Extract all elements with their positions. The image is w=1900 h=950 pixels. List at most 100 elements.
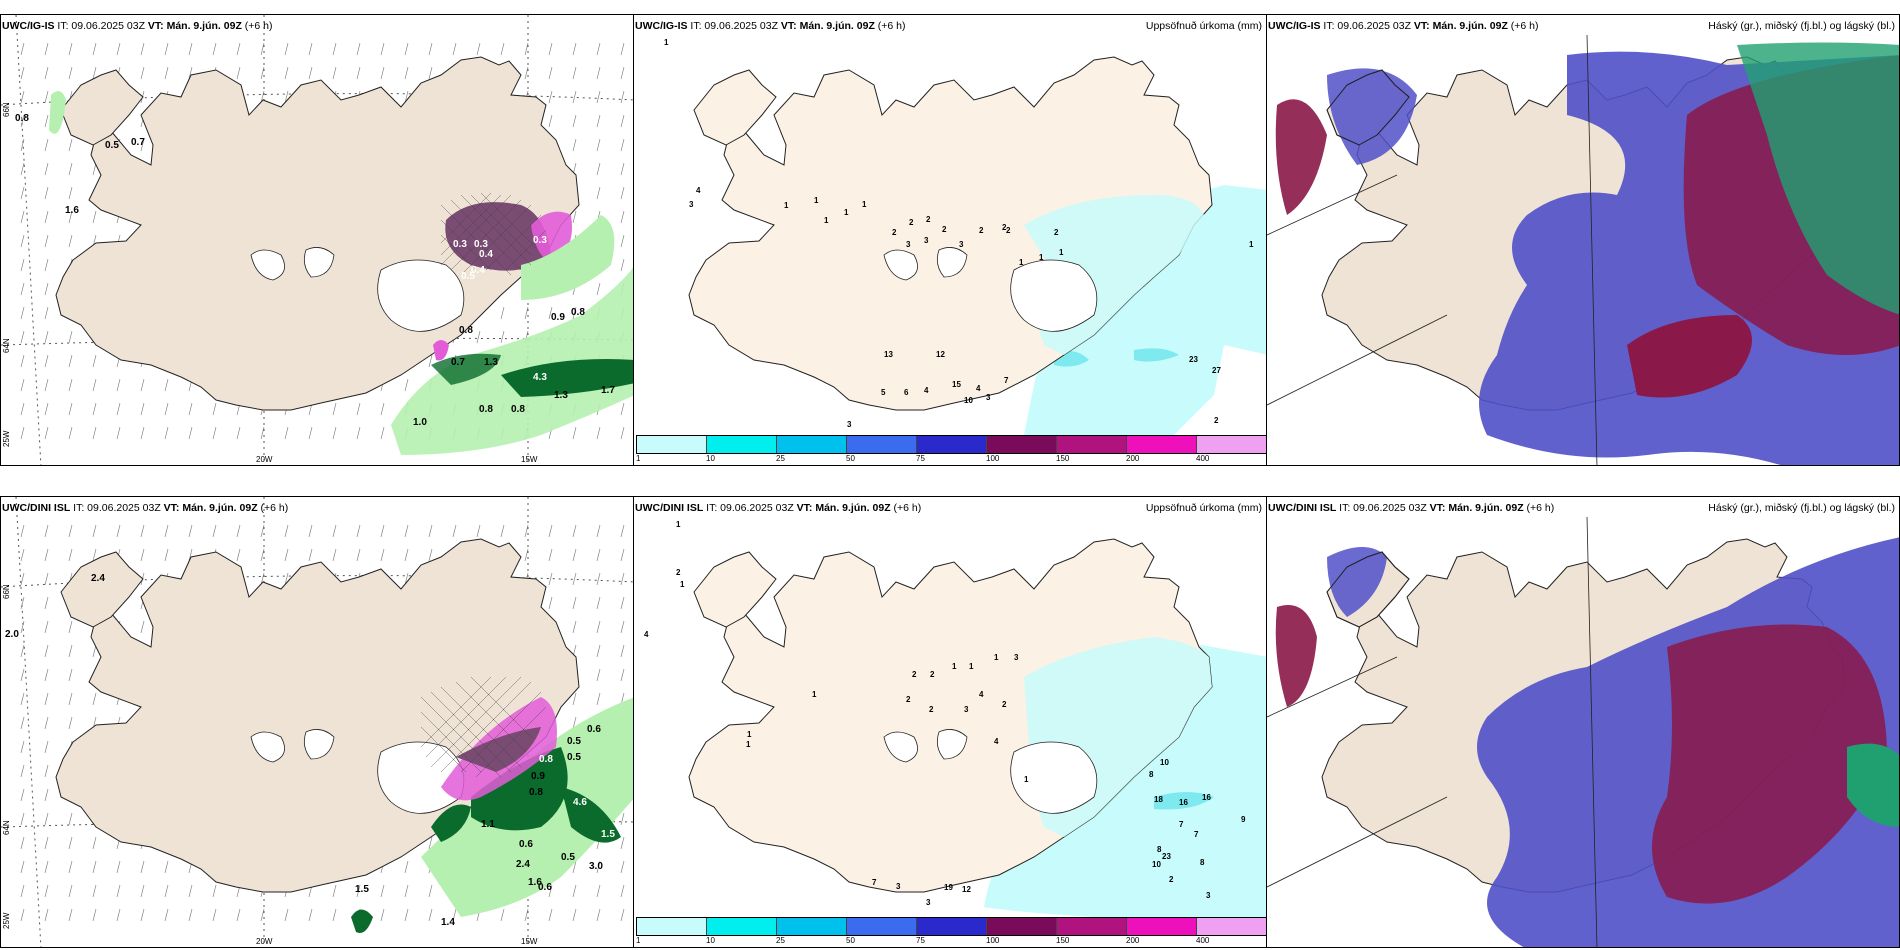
colorbar-box (1057, 918, 1127, 935)
panel-cloud-bottom: UWC/DINI ISL IT: 09.06.2025 03Z VT: Mán.… (1266, 496, 1900, 948)
wind-barb (500, 330, 505, 344)
wind-barb (428, 42, 433, 56)
wind-barb (20, 572, 25, 586)
wind-barb (428, 908, 433, 922)
wind-barb (572, 596, 577, 610)
wind-barb (620, 908, 625, 922)
wind-barb (548, 524, 553, 538)
wind-barb (20, 860, 25, 874)
precip-label: 1 (1039, 253, 1044, 262)
wind-barb (332, 402, 337, 416)
wind-barb (404, 860, 409, 874)
wind-barb (20, 138, 25, 152)
wind-barb (260, 908, 265, 922)
precip-label: 3 (847, 420, 852, 429)
wind-barb (620, 186, 625, 200)
precip-label: 1 (664, 38, 669, 47)
wind-barb (44, 740, 49, 754)
wind-barb (332, 66, 337, 80)
wind-barb (44, 378, 49, 392)
wind-barb (44, 66, 49, 80)
wind-barb (116, 860, 121, 874)
wind-barb (620, 234, 625, 248)
wind-barb (44, 860, 49, 874)
wind-barb (308, 42, 313, 56)
lon-label: 20W (256, 937, 273, 946)
precip-label: 3 (1206, 891, 1211, 900)
wind-barb (404, 42, 409, 56)
wind-barb (524, 548, 529, 562)
wind-barb (620, 548, 625, 562)
wind-barb (140, 42, 145, 56)
wind-barb (428, 354, 433, 368)
wind-barb (452, 908, 457, 922)
wind-barb (596, 692, 601, 706)
precip-label: 16 (1179, 798, 1188, 807)
precip-label: 18 (1154, 795, 1163, 804)
wind-barb (68, 426, 73, 440)
ice-label: 0.5 (567, 736, 581, 747)
wind-barb (44, 812, 49, 826)
wind-barb (164, 860, 169, 874)
ice-label: 1.1 (481, 819, 495, 830)
colorbar-box (707, 918, 777, 935)
wind-barb (68, 234, 73, 248)
wind-barb (572, 548, 577, 562)
wind-barb (476, 42, 481, 56)
wind-barb (20, 644, 25, 658)
wind-barb (356, 524, 361, 538)
wind-barb (68, 836, 73, 850)
wind-barb (44, 282, 49, 296)
wind-barb (428, 836, 433, 850)
wind-barb (44, 620, 49, 634)
ice-label: 1.5 (355, 884, 369, 895)
wind-barb (44, 138, 49, 152)
wind-barb (164, 66, 169, 80)
precip-label: 10 (1160, 758, 1169, 767)
precip-label: 12 (936, 350, 945, 359)
wind-barb (284, 90, 289, 104)
ice-label: 0.5 (567, 752, 581, 763)
wind-barb (44, 836, 49, 850)
wind-barb (20, 884, 25, 898)
wind-barb (20, 426, 25, 440)
precip-label: 7 (1179, 820, 1184, 829)
wind-barb (404, 548, 409, 562)
wind-barb (236, 426, 241, 440)
wind-barb (68, 692, 73, 706)
precip-label: 4 (696, 186, 701, 195)
wind-barb (548, 114, 553, 128)
precip-label: 2 (906, 695, 911, 704)
wind-barb (44, 668, 49, 682)
precip-label: 2 (1002, 700, 1007, 709)
panel-cloud-top: UWC/IG-IS IT: 09.06.2025 03Z VT: Mán. 9.… (1266, 14, 1900, 466)
ice-label: 0.8 (571, 307, 585, 318)
wind-barb (260, 426, 265, 440)
wind-barb (44, 306, 49, 320)
wind-barb (44, 330, 49, 344)
wind-barb (620, 524, 625, 538)
ice-label: 3.0 (589, 861, 603, 872)
wind-barb (116, 402, 121, 416)
wind-barb (596, 524, 601, 538)
wind-barb (428, 884, 433, 898)
wind-barb (20, 354, 25, 368)
precip-label: 7 (1194, 830, 1199, 839)
ice-label: 0.7 (131, 137, 145, 148)
ice-label: 4.6 (573, 797, 587, 808)
wind-barb (20, 668, 25, 682)
wind-barb (20, 402, 25, 416)
colorbar-box (637, 436, 707, 453)
wind-barb (548, 908, 553, 922)
wind-barb (44, 908, 49, 922)
precip-map: 1 4 3 1 1 1 1 1 2 2 2 2 3 3 3 2 2 1 1 1 … (664, 38, 1266, 445)
colorbar-labels: 1 10 25 50 75 100 150 200 400 (636, 936, 1266, 947)
wind-barb (620, 812, 625, 826)
precip-label: 3 (896, 882, 901, 891)
ice-label: 0.3 (474, 239, 488, 250)
cloud-map (1267, 34, 1899, 465)
wind-barb (596, 572, 601, 586)
wind-barb (68, 620, 73, 634)
wind-barb (116, 524, 121, 538)
ice-label: 1.5 (601, 829, 615, 840)
